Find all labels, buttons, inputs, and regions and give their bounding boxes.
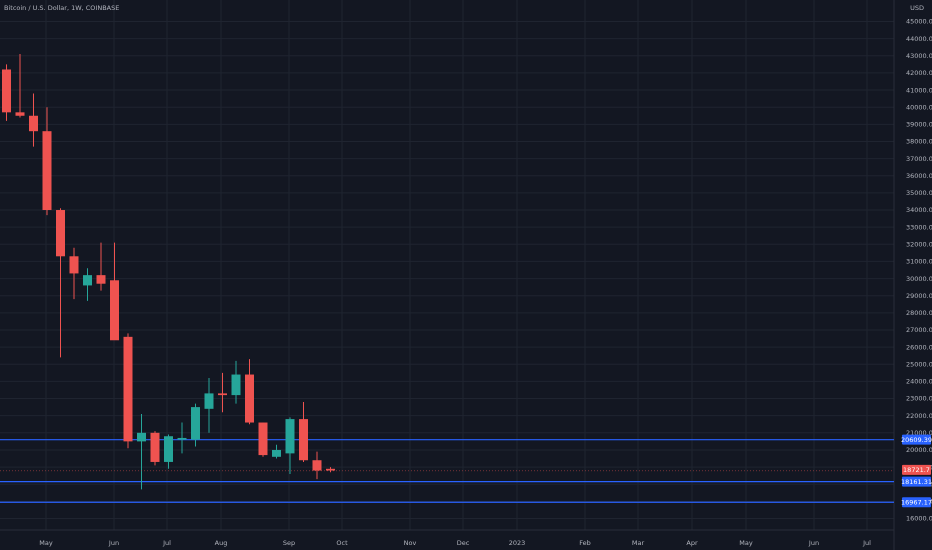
y-tick-label: 35000.00 (906, 189, 932, 197)
candle-body[interactable] (218, 393, 227, 396)
y-tick-label: 37000.00 (906, 155, 932, 163)
candle-body[interactable] (312, 460, 322, 471)
y-tick-label: 43000.00 (906, 52, 932, 60)
candle-body[interactable] (258, 422, 268, 456)
x-tick-label: Aug (215, 539, 228, 547)
x-tick-label: May (739, 539, 753, 547)
candle-body[interactable] (177, 437, 187, 440)
y-tick-label: 39000.00 (906, 121, 932, 129)
candle-body[interactable] (150, 432, 160, 462)
candle-body[interactable] (204, 393, 214, 409)
level-price-tag: 20609.39 (901, 436, 932, 444)
y-tick-label: 34000.00 (906, 206, 932, 214)
y-tick-label: 16000.00 (906, 515, 932, 523)
currency-label: USD (910, 4, 924, 12)
chart-title: Bitcoin / U.S. Dollar, 1W, COINBASE (4, 4, 120, 12)
y-tick-label: 38000.00 (906, 138, 932, 146)
x-tick-label: Jun (108, 539, 119, 547)
candle-body[interactable] (164, 436, 173, 462)
y-tick-label: 45000.00 (906, 18, 932, 26)
y-tick-label: 26000.00 (906, 343, 932, 351)
candle-body[interactable] (83, 275, 92, 286)
y-tick-label: 29000.00 (906, 292, 932, 300)
y-tick-label: 36000.00 (906, 172, 932, 180)
level-price-tag: 18161.31 (901, 478, 932, 486)
candle-body[interactable] (69, 256, 79, 274)
candle-body[interactable] (231, 374, 241, 396)
y-tick-label: 33000.00 (906, 223, 932, 231)
candle-body[interactable] (299, 419, 308, 461)
candle-body[interactable] (285, 419, 295, 454)
y-tick-label: 41000.00 (906, 86, 932, 94)
y-tick-label: 31000.00 (906, 258, 932, 266)
candle-body[interactable] (137, 432, 146, 442)
candle-body[interactable] (245, 374, 254, 423)
candle-body[interactable] (191, 407, 200, 440)
y-tick-label: 32000.00 (906, 240, 932, 248)
level-price-tag-bg (902, 497, 931, 508)
y-tick-label: 44000.00 (906, 35, 932, 43)
x-tick-label: Dec (457, 539, 470, 547)
candle-body[interactable] (96, 275, 106, 284)
y-tick-label: 24000.00 (906, 378, 932, 386)
candle-body[interactable] (123, 336, 133, 442)
level-price-tag-bg (902, 476, 931, 487)
x-tick-label: Feb (579, 539, 591, 547)
level-price-tag: 16967.17 (901, 499, 932, 507)
y-tick-label: 27000.00 (906, 326, 932, 334)
candle-body[interactable] (15, 112, 25, 116)
x-tick-label: Jul (862, 539, 871, 547)
candle-body[interactable] (56, 210, 65, 257)
y-tick-label: 20000.00 (906, 446, 932, 454)
candle-body[interactable] (272, 449, 281, 457)
y-tick-label: 23000.00 (906, 395, 932, 403)
candle-body[interactable] (42, 131, 52, 211)
x-tick-label: Mar (632, 539, 645, 547)
y-tick-label: 22000.00 (906, 412, 932, 420)
y-tick-label: 30000.00 (906, 275, 932, 283)
candle-body[interactable] (2, 69, 11, 113)
x-tick-label: Apr (686, 539, 698, 547)
x-tick-label: Jul (162, 539, 171, 547)
x-tick-label: May (39, 539, 53, 547)
x-tick-label: 2023 (509, 539, 526, 547)
x-tick-label: Sep (283, 539, 295, 547)
candle-body[interactable] (29, 115, 38, 132)
candle-body[interactable] (326, 468, 335, 471)
x-tick-label: Jun (808, 539, 819, 547)
candle-body[interactable] (110, 280, 119, 341)
x-tick-label: Oct (336, 539, 348, 547)
y-tick-label: 40000.00 (906, 103, 932, 111)
current-price-tag: 18721.7 (903, 466, 930, 474)
x-tick-label: Nov (404, 539, 417, 547)
y-tick-label: 25000.00 (906, 360, 932, 368)
current-price-tag-bg (902, 464, 931, 475)
y-tick-label: 21000.00 (906, 429, 932, 437)
y-tick-label: 42000.00 (906, 69, 932, 77)
y-tick-label: 28000.00 (906, 309, 932, 317)
level-price-tag-bg (902, 434, 931, 445)
